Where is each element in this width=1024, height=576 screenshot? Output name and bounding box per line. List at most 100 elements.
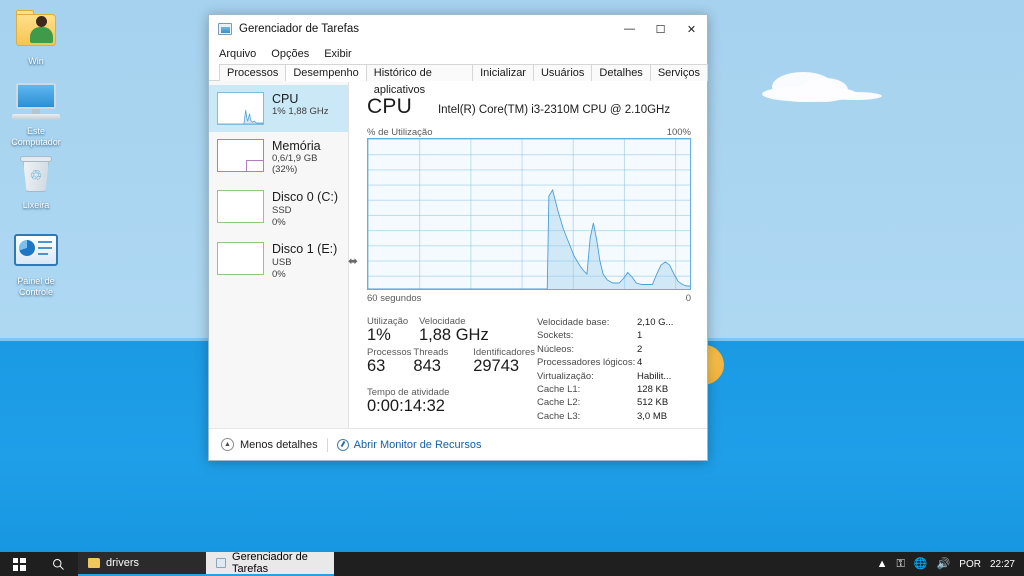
- menu-item-arquivo[interactable]: Arquivo: [219, 48, 257, 60]
- graph-y-label: % de Utilização: [367, 127, 433, 138]
- windows-logo-icon: [12, 557, 26, 571]
- sidebar-item-title: Disco 0 (C:): [272, 190, 338, 205]
- spec-key: Núcleos:: [537, 343, 574, 355]
- tab-servicos[interactable]: Serviços: [649, 64, 708, 81]
- less-details-button[interactable]: ▲ Menos detalhes: [221, 438, 318, 451]
- spec-value: 128 KB: [637, 384, 669, 396]
- taskbar-item-task-manager[interactable]: Gerenciador de Tarefas: [206, 551, 334, 576]
- uptime-value: 0:00:14:32: [367, 397, 445, 415]
- clock[interactable]: 22:27: [989, 558, 1015, 570]
- processes-label: Processos: [367, 347, 412, 358]
- menu-item-exibir[interactable]: Exibir: [324, 48, 352, 60]
- tab-strip: Processos Desempenho Histórico de aplica…: [209, 64, 708, 96]
- sidebar-item-disco-1[interactable]: Disco 1 (E:) USB 0%: [209, 235, 348, 287]
- desktop-icon-label: Este Computador: [11, 126, 61, 147]
- cpu-header: CPU Intel(R) Core(TM) i3-2310M CPU @ 2.1…: [367, 95, 691, 119]
- sidebar-item-memoria[interactable]: Memória 0,6/1,9 GB (32%): [209, 132, 348, 183]
- open-resource-monitor-link[interactable]: Abrir Monitor de Recursos: [336, 438, 482, 451]
- control-panel-icon: [4, 228, 68, 274]
- tab-inicializar[interactable]: Inicializar: [472, 64, 534, 81]
- disk1-thumbnail-graph: [217, 242, 264, 276]
- spec-key: Virtualização:: [537, 370, 594, 382]
- resource-monitor-label: Abrir Monitor de Recursos: [353, 438, 482, 451]
- folder-icon: [88, 558, 100, 568]
- desktop-icon-label: Lixeira: [22, 200, 50, 210]
- cpu-detail-pane: CPU Intel(R) Core(TM) i3-2310M CPU @ 2.1…: [349, 81, 707, 428]
- taskbar-item-label: Gerenciador de Tarefas: [232, 551, 308, 575]
- spec-key: Cache L3:: [537, 410, 581, 422]
- desktop-icon-recycle-bin[interactable]: ♲ Lixeira: [4, 152, 68, 211]
- utilization-value: 1%: [367, 326, 391, 344]
- handles-label: Identificadores: [473, 347, 535, 358]
- desktop-icon-label: Win: [28, 56, 44, 66]
- utilization-label: Utilização: [367, 316, 409, 327]
- tab-historico[interactable]: Histórico de aplicativos: [365, 64, 474, 96]
- spec-row: Cache L3: 3,0 MB: [537, 410, 691, 423]
- user-folder-icon: [4, 8, 68, 54]
- language-indicator[interactable]: POR: [959, 558, 981, 570]
- spec-key: Processadores lógicos:: [537, 357, 636, 369]
- speaker-icon[interactable]: 🔊: [936, 557, 951, 570]
- spec-key: Cache L2:: [537, 397, 581, 409]
- task-manager-icon: [216, 558, 227, 568]
- graph-axis-top: % de Utilização 100%: [367, 127, 691, 138]
- tab-processos[interactable]: Processos: [219, 64, 287, 81]
- window-titlebar[interactable]: Gerenciador de Tarefas — ☐ ✕: [209, 15, 707, 44]
- cpu-stats-left: Utilização 1% Velocidade 1,88 GHz Proces…: [367, 316, 535, 423]
- desktop-icon-control-panel[interactable]: Painel de Controle: [4, 228, 68, 298]
- processes-value: 63: [367, 357, 386, 375]
- maximize-button[interactable]: ☐: [655, 23, 666, 36]
- graph-x-end: 0: [685, 293, 691, 304]
- sidebar-item-disco-0[interactable]: Disco 0 (C:) SSD 0%: [209, 183, 348, 235]
- start-button[interactable]: [0, 552, 38, 576]
- taskbar-item-drivers[interactable]: drivers: [78, 552, 206, 576]
- chevron-up-icon: ▲: [221, 438, 234, 451]
- sidebar-item-sub2: 0%: [272, 216, 286, 228]
- search-button[interactable]: [38, 552, 78, 576]
- sidebar-item-title: CPU: [272, 92, 299, 106]
- handles-value: 29743: [473, 357, 520, 375]
- cpu-model-text: Intel(R) Core(TM) i3-2310M CPU @ 2.10GHz: [437, 104, 671, 116]
- resource-monitor-icon: [336, 438, 349, 451]
- desktop-icon-win[interactable]: Win: [4, 8, 68, 67]
- computer-icon: [4, 78, 68, 124]
- usb-network-icon[interactable]: ⚿: [896, 557, 905, 570]
- resize-horizontal-icon: ⬌: [347, 254, 359, 268]
- sidebar-item-title: Memória: [272, 139, 321, 153]
- graph-axis-bottom: 60 segundos 0: [367, 293, 691, 304]
- globe-icon[interactable]: 🌐: [913, 557, 928, 570]
- sidebar-item-sub2: 0%: [272, 268, 286, 280]
- disk0-thumbnail-graph: [217, 190, 264, 224]
- graph-gridlines: [368, 139, 690, 289]
- taskbar-item-label: drivers: [106, 557, 140, 569]
- desktop-icon-label: Painel de Controle: [17, 276, 55, 297]
- spec-key: Cache L1:: [537, 384, 581, 396]
- close-button[interactable]: ✕: [686, 23, 697, 36]
- cloud-decoration: [762, 66, 882, 106]
- tab-desempenho[interactable]: Desempenho: [285, 64, 367, 82]
- sidebar-item-sub: 1% 1,88 GHz: [272, 106, 329, 118]
- page-title: CPU: [367, 95, 412, 118]
- window-body: CPU 1% 1,88 GHz Memória 0,6/1,9 GB (32%): [209, 81, 707, 428]
- footer-divider: [326, 437, 328, 452]
- minimize-button[interactable]: —: [624, 23, 635, 35]
- spec-row: Cache L2: 512 KB: [537, 396, 691, 409]
- chevron-up-icon[interactable]: ▲: [876, 557, 888, 570]
- sidebar-item-sub: SSD: [272, 204, 292, 216]
- memory-thumbnail-graph: [217, 139, 264, 172]
- graph-x-start: 60 segundos: [367, 293, 422, 304]
- graph-plot: [368, 139, 690, 289]
- spec-key: Velocidade base:: [537, 317, 610, 328]
- tab-detalhes[interactable]: Detalhes: [591, 64, 651, 81]
- cpu-utilization-graph: [367, 138, 691, 290]
- desktop-icon-this-computer[interactable]: Este Computador: [4, 78, 68, 148]
- spec-value: 1: [637, 330, 643, 342]
- sidebar-item-cpu[interactable]: CPU 1% 1,88 GHz: [209, 85, 348, 132]
- menu-bar: Arquivo Opções Exibir: [209, 44, 707, 64]
- menu-item-opcoes[interactable]: Opções: [271, 48, 310, 60]
- spec-value: Habilit...: [637, 370, 672, 382]
- sidebar-resize-handle[interactable]: ⬌: [342, 251, 364, 271]
- tab-usuarios[interactable]: Usuários: [532, 64, 593, 81]
- threads-value: 843: [413, 357, 441, 375]
